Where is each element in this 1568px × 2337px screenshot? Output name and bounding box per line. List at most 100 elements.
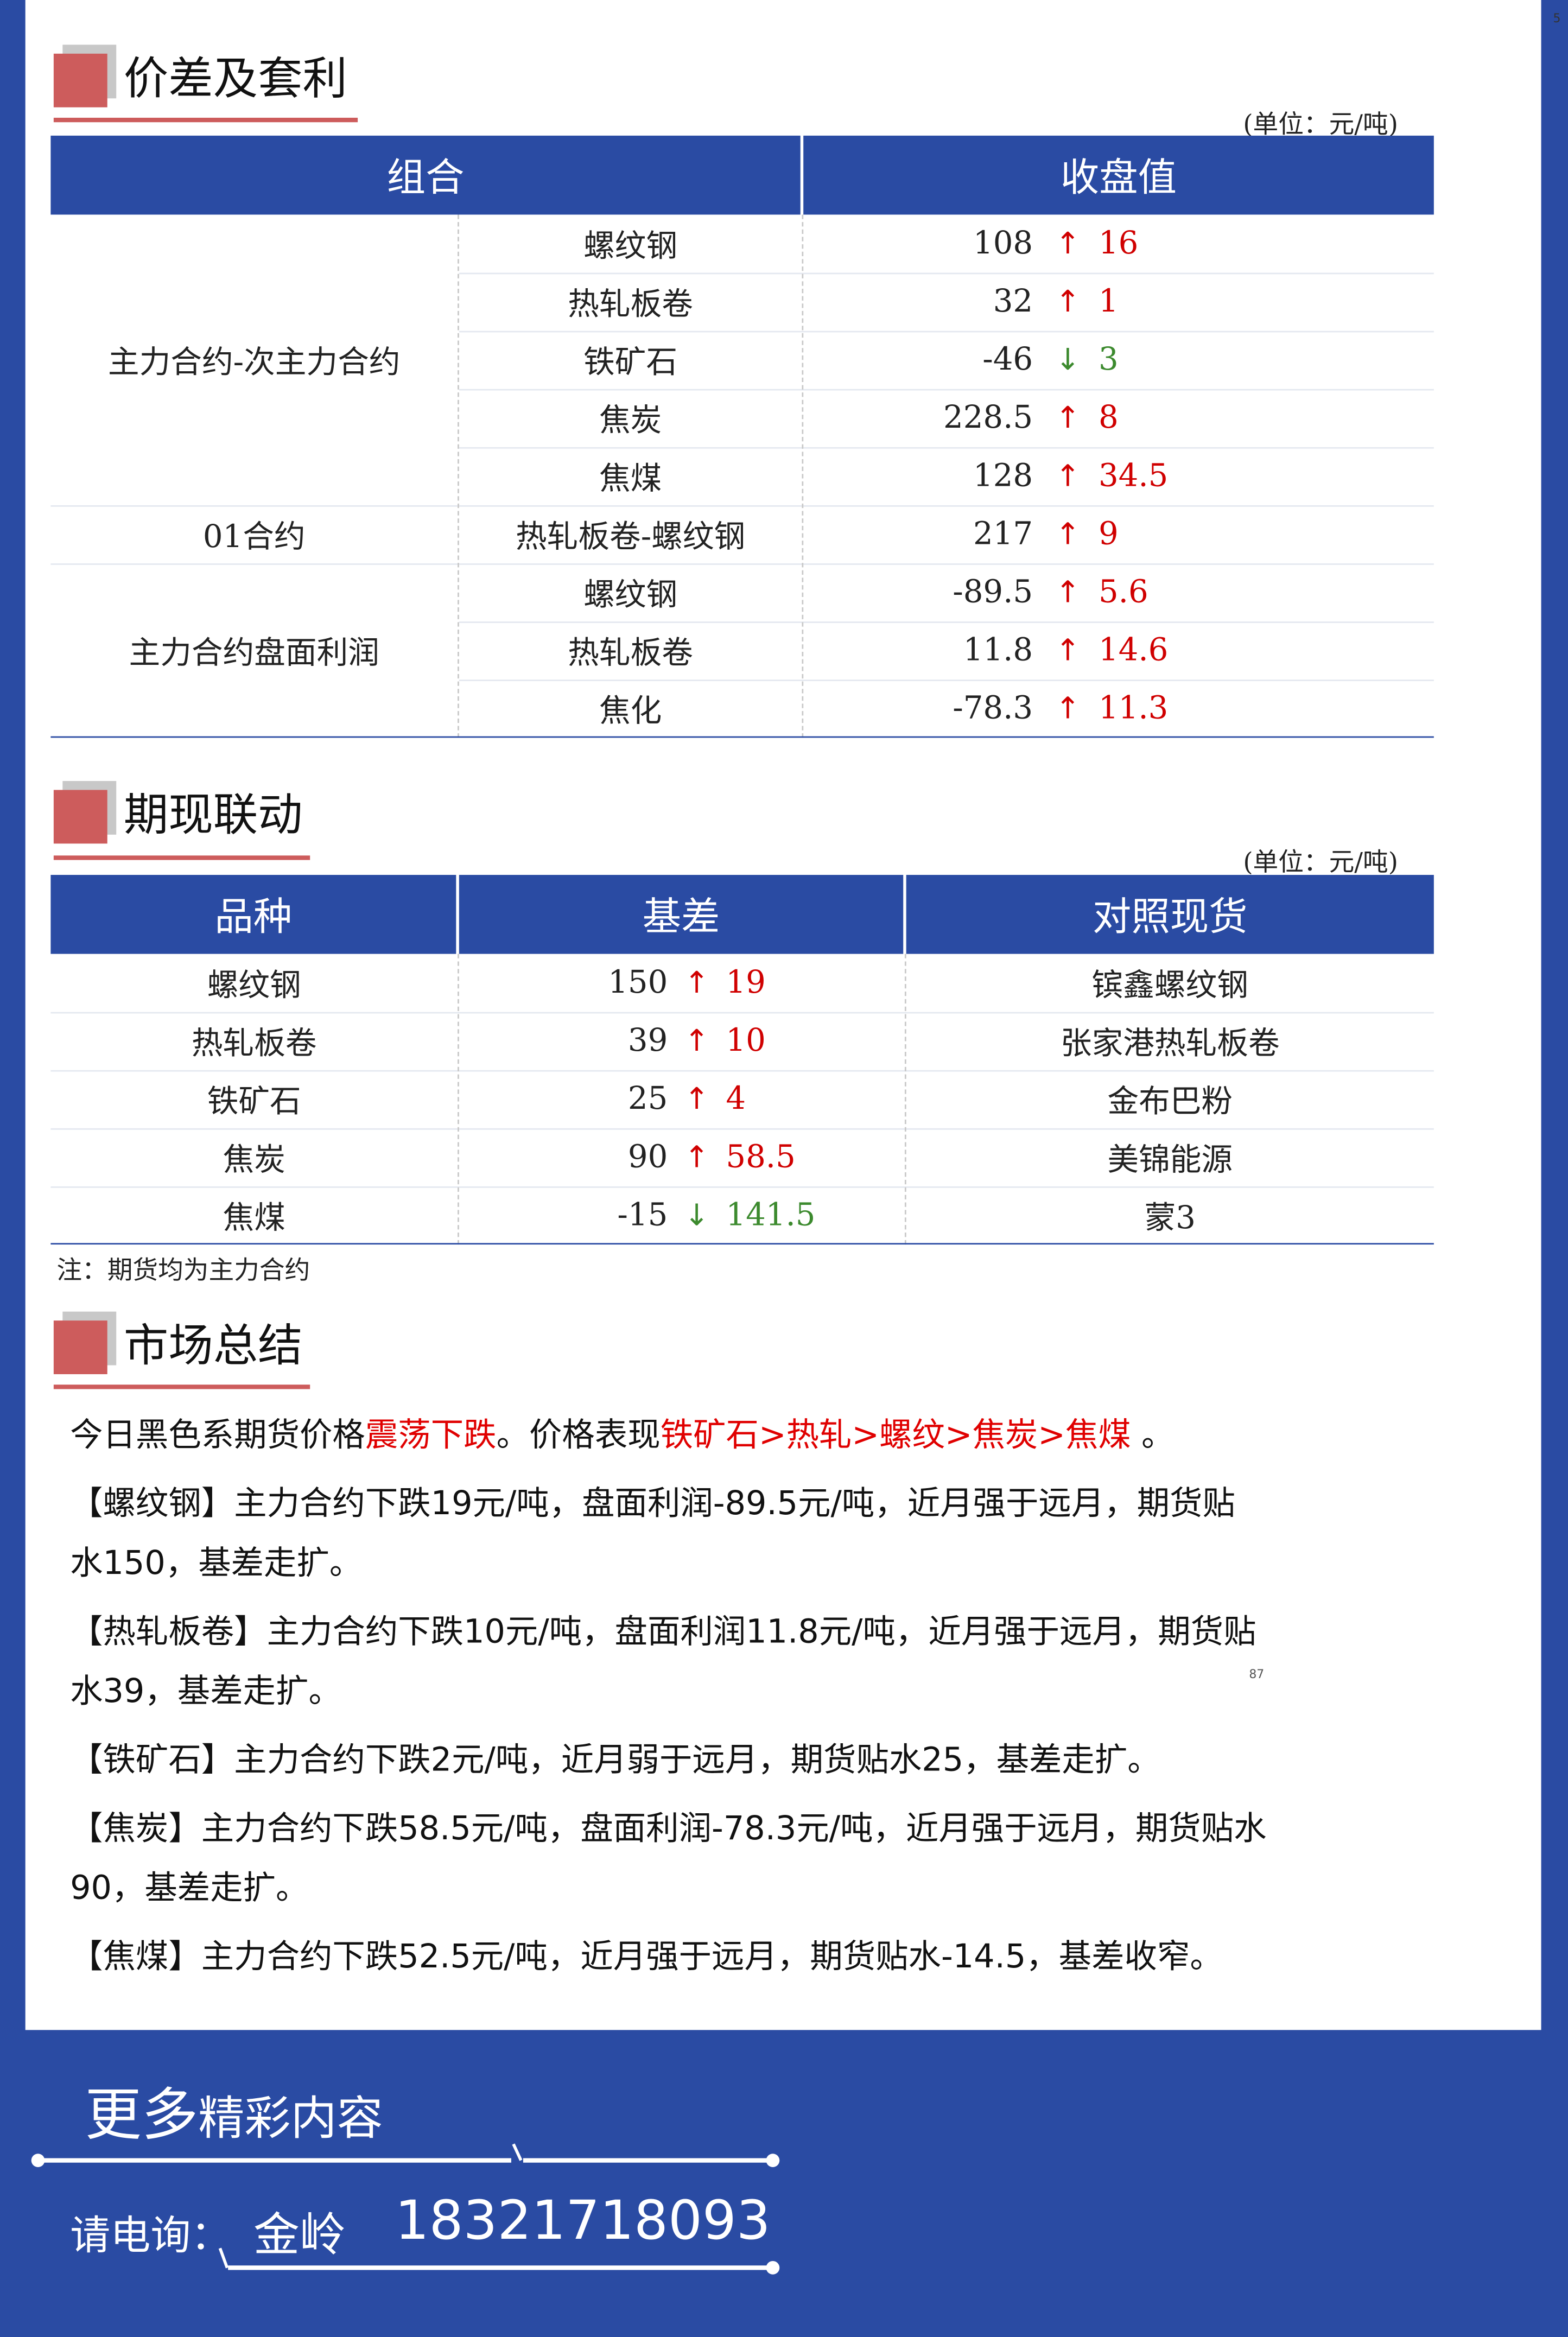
row-value: -46 [982, 341, 1033, 377]
summary-line: 90，基差走扩。 [70, 1870, 309, 1908]
contact-label: 请电询： [70, 2213, 231, 2260]
summary-line: 【螺纹钢】主力合约下跌19元/吨，盘面利润-89.5元/吨，近月强于远月，期货贴 [70, 1485, 1235, 1523]
row-divider [50, 1012, 1434, 1014]
arrow-up-icon: ↑ [1055, 399, 1081, 435]
intro-text: 。 [1131, 1417, 1175, 1455]
arrow-up-icon: ↑ [1055, 225, 1081, 261]
row-name: 热轧板卷-螺纹钢 [516, 518, 746, 554]
row-name: 热轧板卷 [568, 285, 693, 321]
row-name: 焦煤 [223, 1199, 285, 1235]
section-title-summary: 市场总结 [123, 1320, 303, 1373]
row-divider [459, 621, 1434, 623]
row-spot: 美锦能源 [1107, 1141, 1233, 1177]
summary-line: 【铁矿石】主力合约下跌2元/吨，近月弱于远月，期货贴水25，基差走扩。 [70, 1742, 1160, 1780]
summary-line: 水39，基差走扩。 [70, 1673, 341, 1711]
intro-highlight: 震荡下跌 [365, 1417, 497, 1455]
summary-line: 【热轧板卷】主力合约下跌10元/吨，盘面利润11.8元/吨，近月强于远月，期货贴 [70, 1614, 1256, 1652]
row-change: 16 [1098, 225, 1139, 261]
group-label: 主力合约-次主力合约 [107, 343, 401, 379]
title-underline [53, 855, 310, 860]
row-divider [459, 272, 1434, 275]
row-basis: 39 [627, 1022, 668, 1058]
row-change: 14.6 [1098, 632, 1169, 668]
summary-intro: 今日黑色系期货价格震荡下跌。价格表现铁矿石>热轧>螺纹>焦炭>焦煤 。 [70, 1414, 1174, 1459]
section-icon [53, 1320, 107, 1374]
row-value: -89.5 [953, 574, 1033, 610]
page-number: 5 [1553, 11, 1561, 26]
arrow-up-icon: ↑ [684, 1022, 709, 1058]
line-dot [766, 2154, 780, 2167]
footer-divider [37, 2158, 511, 2163]
row-change: 9 [1098, 516, 1119, 552]
row-divider [459, 331, 1434, 333]
column-divider [802, 214, 804, 738]
summary-line: 【焦炭】主力合约下跌58.5元/吨，盘面利润-78.3元/吨，近月强于远月，期货… [70, 1811, 1267, 1849]
arrow-up-icon: ↑ [1055, 283, 1081, 319]
row-divider [459, 679, 1434, 682]
row-divider [50, 505, 1434, 507]
row-name: 焦炭 [599, 402, 662, 438]
row-divider [50, 1186, 1434, 1188]
row-spot: 金布巴粉 [1107, 1083, 1233, 1119]
row-value: 228.5 [943, 399, 1033, 435]
column-divider [904, 954, 907, 1245]
contact-phone[interactable]: 18321718093 [395, 2190, 771, 2252]
section-icon [53, 790, 107, 844]
row-spot: 张家港热轧板卷 [1060, 1025, 1280, 1060]
header-combination: 组合 [50, 135, 801, 215]
section-title-basis: 期现联动 [123, 790, 303, 842]
title-underline [53, 1385, 310, 1389]
header-spot: 对照现货 [906, 875, 1434, 954]
arrow-up-icon: ↑ [1055, 632, 1081, 668]
row-name: 螺纹钢 [583, 576, 678, 612]
row-value: 108 [973, 225, 1033, 261]
section-title-spread: 价差及套利 [123, 53, 347, 106]
section-icon [53, 53, 107, 107]
row-change: 141.5 [726, 1197, 816, 1233]
arrow-up-icon: ↑ [684, 1080, 709, 1116]
arrow-up-icon: ↑ [684, 1139, 709, 1175]
row-name: 螺纹钢 [207, 966, 301, 1002]
row-name: 螺纹钢 [583, 227, 678, 263]
row-name: 铁矿石 [583, 343, 678, 379]
row-change: 8 [1098, 399, 1119, 435]
arrow-up-icon: ↑ [1055, 690, 1081, 726]
row-name: 铁矿石 [207, 1083, 301, 1119]
contact-name: 金岭 [253, 2208, 346, 2263]
row-name: 热轧板卷 [191, 1025, 317, 1060]
group-label: 01合约 [202, 518, 306, 554]
row-change: 11.3 [1098, 690, 1169, 726]
row-value: 217 [973, 516, 1033, 552]
row-spot: 蒙3 [1144, 1199, 1196, 1235]
footer-title: 更多精彩内容 [85, 2081, 383, 2161]
row-value: -78.3 [953, 690, 1033, 726]
arrow-down-icon: ↓ [1055, 341, 1081, 377]
header-basis: 基差 [459, 875, 904, 954]
line-dot [766, 2260, 780, 2275]
intro-highlight: 铁矿石>热轧>螺纹>焦炭>焦煤 [660, 1417, 1131, 1455]
content-panel [25, 0, 1541, 2030]
row-name: 焦煤 [599, 460, 662, 496]
column-divider [458, 954, 460, 1245]
row-basis: 90 [627, 1139, 668, 1175]
arrow-down-icon: ↓ [684, 1197, 709, 1233]
row-divider [50, 1070, 1434, 1072]
group-label: 主力合约盘面利润 [129, 634, 379, 670]
row-change: 34.5 [1098, 458, 1169, 493]
row-value: 32 [993, 283, 1033, 319]
table-note: 注：期货均为主力合约 [56, 1256, 310, 1286]
footer-divider-notch [512, 2143, 523, 2161]
row-name: 热轧板卷 [568, 634, 693, 670]
table-bottom-line [50, 1243, 1434, 1245]
row-divider [50, 1128, 1434, 1130]
arrow-up-icon: ↑ [684, 964, 709, 1000]
intro-text: 今日黑色系期货价格 [70, 1417, 365, 1455]
row-change: 4 [726, 1080, 746, 1116]
arrow-up-icon: ↑ [1055, 574, 1081, 610]
row-name: 焦化 [599, 692, 662, 728]
header-close-value: 收盘值 [803, 135, 1434, 215]
intro-text: 。价格表现 [496, 1417, 661, 1455]
row-change: 5.6 [1098, 574, 1148, 610]
row-spot: 镔鑫螺纹钢 [1091, 966, 1248, 1002]
